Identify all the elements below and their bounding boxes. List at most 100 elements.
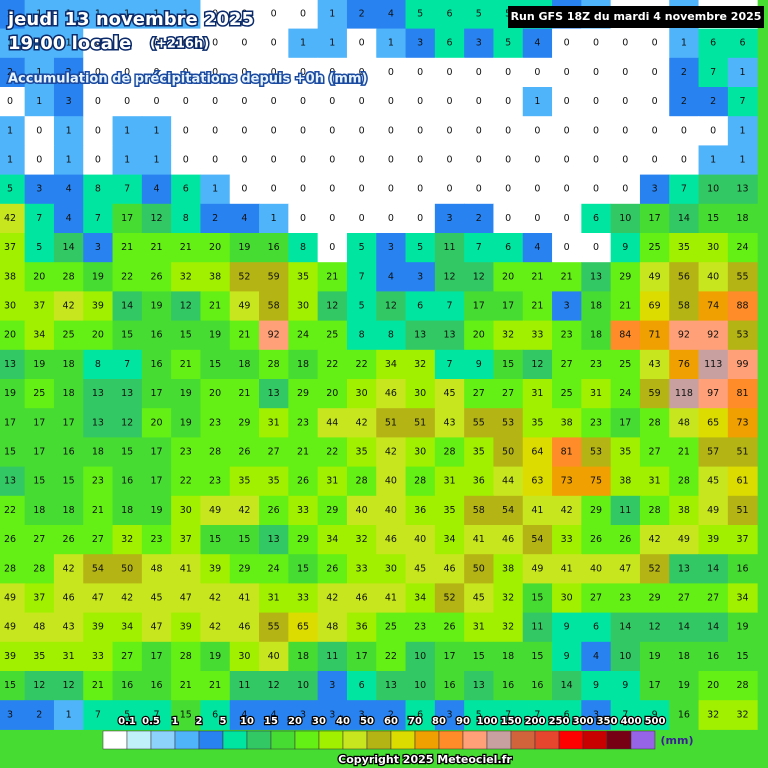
cell-value: 7: [124, 359, 130, 370]
precip-cell: [727, 262, 758, 292]
cell-value: 65: [297, 622, 309, 633]
cell-value: 0: [593, 155, 599, 166]
precip-cell: [317, 116, 348, 146]
cell-value: 0: [183, 67, 189, 78]
cell-value: 51: [736, 447, 748, 458]
cell-value: 20: [502, 271, 514, 282]
cell-value: 6: [212, 709, 218, 720]
cell-value: 17: [4, 417, 16, 428]
cell-value: 20: [4, 330, 16, 341]
cell-value: 12: [33, 680, 45, 691]
cell-value: 34: [326, 534, 338, 545]
cell-value: 34: [33, 330, 45, 341]
cell-value: 13: [473, 680, 485, 691]
precip-cell: [610, 525, 641, 555]
cell-value: 45: [707, 476, 719, 487]
cell-value: 26: [590, 534, 602, 545]
precip-cell: [229, 525, 260, 555]
precip-cell: [727, 87, 758, 117]
cell-value: 0: [622, 155, 628, 166]
cell-value: 32: [414, 359, 426, 370]
cell-value: 34: [121, 622, 133, 633]
cell-value: 0: [622, 96, 628, 107]
precip-cell: [669, 437, 700, 468]
precip-cell: [200, 641, 231, 672]
precip-cell: [727, 554, 758, 584]
precip-cell: [229, 671, 260, 701]
legend-threshold: 50: [360, 716, 374, 727]
cell-value: 45: [414, 563, 426, 574]
cell-value: 18: [590, 301, 602, 312]
cell-value: 5: [7, 184, 13, 195]
cell-value: 31: [590, 388, 602, 399]
cell-value: 61: [736, 476, 748, 487]
legend-swatch: [222, 730, 248, 750]
cell-value: 21: [121, 242, 133, 253]
precip-cell: [727, 700, 758, 730]
precip-cell: [141, 145, 172, 176]
cell-value: 42: [63, 563, 75, 574]
cell-value: 1: [7, 155, 13, 166]
precip-cell: [288, 349, 319, 380]
cell-value: 4: [534, 38, 540, 49]
precip-cell: [669, 291, 700, 322]
precip-cell: [493, 233, 524, 263]
precip-cell: [669, 320, 700, 351]
lead-time: (+216h): [150, 37, 209, 52]
precip-cell: [522, 641, 553, 672]
precip-cell: [376, 291, 407, 322]
precip-cell: [229, 291, 260, 322]
precip-cell: [112, 554, 143, 584]
precip-cell: [259, 495, 289, 526]
precip-cell: [698, 203, 729, 234]
cell-value: 13: [590, 271, 602, 282]
cell-value: 50: [473, 563, 485, 574]
precip-cell: [727, 525, 758, 555]
cell-value: 2: [212, 213, 218, 224]
precip-cell: [522, 612, 553, 643]
precip-cell: [288, 437, 319, 468]
precip-cell: [0, 641, 26, 672]
precip-cell: [0, 466, 26, 497]
precip-cell: [229, 612, 260, 643]
cell-value: 7: [476, 242, 482, 253]
precip-cell: [171, 554, 201, 584]
precip-cell: [727, 437, 758, 468]
cell-value: 19: [150, 505, 162, 516]
cell-value: 53: [590, 447, 602, 458]
cell-value: 7: [446, 359, 452, 370]
precip-cell: [53, 145, 84, 176]
precip-cell: [727, 57, 758, 88]
precip-cell: [200, 525, 231, 555]
legend-threshold: 40: [336, 716, 350, 727]
precip-cell: [610, 466, 641, 497]
precip-cell: [112, 320, 143, 351]
cell-value: 22: [4, 505, 16, 516]
precip-cell: [112, 437, 143, 468]
precip-cell: [53, 554, 84, 584]
cell-value: 52: [649, 563, 661, 574]
cell-value: 0: [124, 96, 130, 107]
cell-value: 0: [271, 155, 277, 166]
cell-value: 23: [561, 330, 573, 341]
cell-value: 28: [63, 271, 75, 282]
precip-cell: [259, 466, 289, 497]
precip-cell: [522, 583, 553, 614]
precip-cell: [464, 612, 494, 643]
cell-value: 21: [180, 242, 192, 253]
cell-value: 46: [502, 534, 514, 545]
cell-value: 1: [153, 9, 159, 20]
cell-value: 16: [150, 680, 162, 691]
precip-cell: [24, 379, 55, 409]
cell-value: 1: [124, 155, 130, 166]
cell-value: 38: [209, 271, 221, 282]
precip-cell: [581, 174, 612, 205]
precip-cell: [83, 262, 114, 292]
precip-cell: [112, 262, 143, 292]
precip-cell: [346, 554, 377, 584]
precip-cell: [405, 57, 436, 88]
precip-cell: [112, 233, 143, 263]
precip-cell: [610, 641, 641, 672]
cell-value: 22: [180, 476, 192, 487]
cell-value: 3: [36, 184, 42, 195]
